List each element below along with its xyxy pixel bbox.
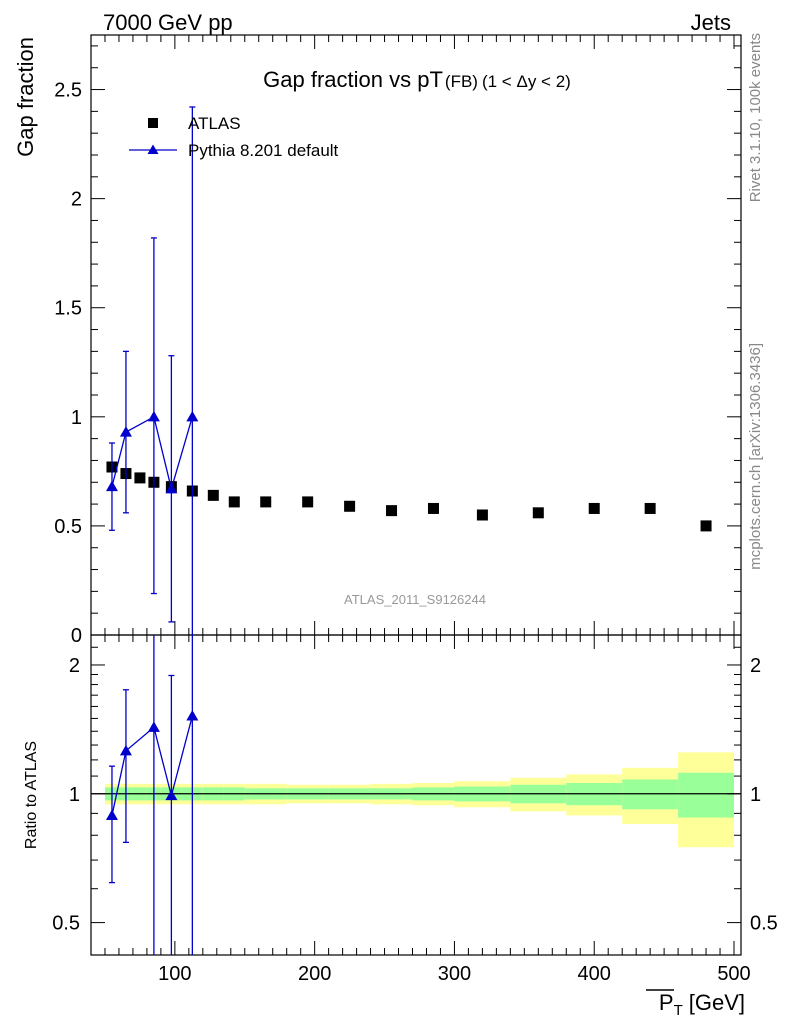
- main-y-tick-label: 1: [71, 407, 82, 429]
- atlas-data-point: [644, 502, 656, 514]
- x-axis-label-sub: T: [674, 1002, 683, 1019]
- x-axis-label-unit: [GeV]: [689, 990, 745, 1015]
- atlas-data-point: [476, 509, 488, 521]
- main-chart-title: Gap fraction vs pT (FB) (1 < Δy < 2): [263, 67, 571, 92]
- main-y-tick-label: 0.5: [54, 516, 82, 538]
- x-tick-label: 500: [717, 963, 750, 985]
- legend-marker-atlas: [148, 118, 158, 128]
- x-tick-label: 300: [438, 963, 471, 985]
- ratio-y-axis-ticks: 0.5 0.5 1 1 2 2: [52, 646, 778, 935]
- ratio-uncertainty-bands: [91, 752, 741, 848]
- x-axis-label: PT [GeV]: [659, 990, 745, 1019]
- ratio-pythia-point: [165, 789, 178, 801]
- ratio-marks: [105, 635, 199, 955]
- legend-label-pythia: Pythia 8.201 default: [188, 141, 339, 160]
- atlas-data-point: [207, 489, 219, 501]
- watermark: ATLAS_2011_S9126244: [344, 592, 486, 607]
- atlas-data-point: [344, 500, 356, 512]
- title-sub: (FB): [445, 72, 478, 91]
- main-y-tick-label: 2.5: [54, 80, 82, 102]
- pythia-data-point: [186, 410, 199, 422]
- atlas-data-point: [134, 472, 146, 484]
- energy-label: 7000 GeV pp: [103, 10, 233, 35]
- main-y-tick-label: 1.5: [54, 298, 82, 320]
- ratio-y-tick-label: 1: [69, 784, 80, 806]
- rivet-label: Rivet 3.1.10, 100k events: [747, 33, 764, 202]
- pythia-data-point: [105, 480, 118, 492]
- x-axis-label-main: P: [659, 990, 674, 1015]
- atlas-data-point: [228, 496, 240, 508]
- ratio-y-tick-label-right: 2: [750, 655, 761, 677]
- pythia-data-point: [147, 410, 160, 422]
- main-x-axis-ticks: [104, 35, 735, 635]
- x-tick-label: 400: [578, 963, 611, 985]
- main-y-axis-ticks: 0.5 1 1.5 2 2.5 0: [54, 45, 741, 647]
- atlas-data-point: [700, 520, 712, 532]
- mcplots-label: mcplots.cern.ch [arXiv:1306.3436]: [747, 343, 764, 570]
- legend-marker-pythia: [147, 144, 159, 154]
- atlas-data-point: [260, 496, 272, 508]
- main-y-tick-label: 0: [71, 625, 82, 647]
- ratio-pythia-point: [186, 709, 199, 721]
- ratio-x-axis-ticks: 100 200 300 400 500: [104, 635, 751, 985]
- ratio-plot-area: [90, 634, 742, 956]
- main-marks: [105, 106, 712, 635]
- ratio-panel: 0.5 0.5 1 1 2 2 100 200 300 400 500 Ratio to ATLA…: [23, 634, 778, 1019]
- x-tick-label: 200: [298, 963, 331, 985]
- title-cut: (1 < Δy < 2): [482, 72, 571, 91]
- atlas-data-point: [588, 502, 600, 514]
- atlas-data-point: [302, 496, 314, 508]
- pythia-data-point: [165, 482, 178, 494]
- ratio-inner-band: [678, 772, 735, 818]
- ratio-y-axis-label: Ratio to ATLAS: [23, 741, 40, 849]
- main-panel: 0.5 1 1.5 2 2.5 0 Gap fraction Gap fraction v…: [13, 34, 742, 647]
- main-y-axis-label: Gap fraction: [13, 37, 38, 157]
- atlas-data-point: [427, 502, 439, 514]
- ratio-y-tick-label: 2: [69, 655, 80, 677]
- ratio-y-tick-label-right: 0.5: [750, 913, 778, 935]
- atlas-data-point: [386, 505, 398, 517]
- ratio-pythia-point: [119, 744, 132, 756]
- pythia-data-point: [119, 426, 132, 437]
- legend-label-atlas: ATLAS: [188, 114, 241, 133]
- atlas-data-point: [532, 507, 544, 519]
- main-y-tick-label: 2: [71, 189, 82, 211]
- title-main: Gap fraction vs pT: [263, 67, 443, 92]
- legend: ATLAS Pythia 8.201 default: [129, 114, 339, 160]
- ratio-y-tick-label-right: 1: [750, 784, 761, 806]
- ratio-pythia-point: [105, 809, 118, 820]
- x-tick-label: 100: [158, 963, 191, 985]
- ratio-y-tick-label: 0.5: [52, 913, 80, 935]
- process-label: Jets: [691, 10, 731, 35]
- ratio-pythia-point: [147, 721, 160, 732]
